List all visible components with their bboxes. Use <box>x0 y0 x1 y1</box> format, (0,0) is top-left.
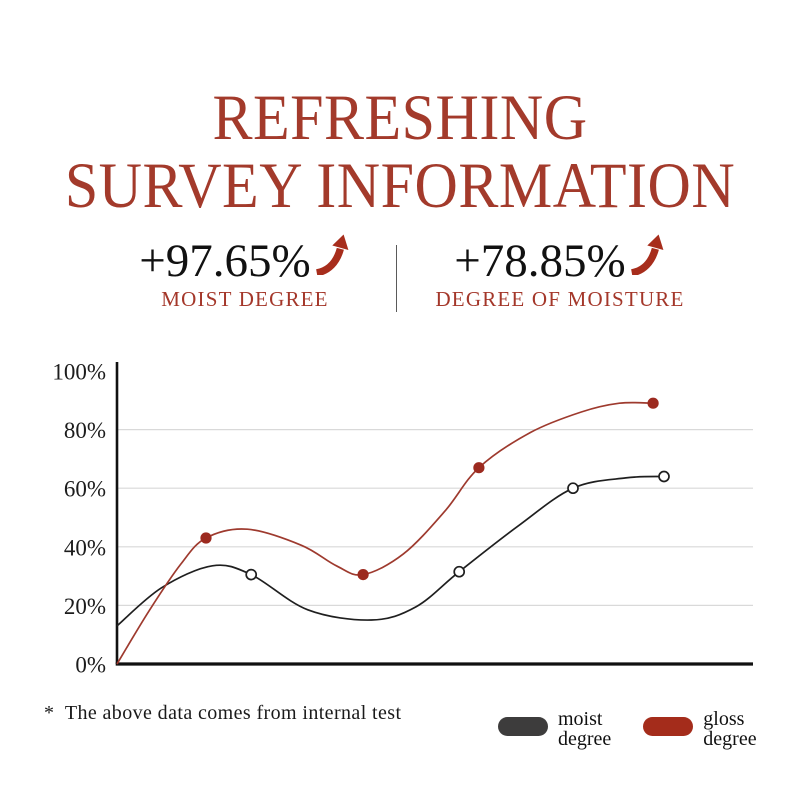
data-point-gloss-degree <box>647 397 659 409</box>
data-point-gloss-degree <box>473 462 485 474</box>
page-title-line1: REFRESHING <box>212 82 588 154</box>
survey-line-chart: 0% 20% 40% 60% 80% 100% <box>52 360 753 678</box>
y-tick-label: 0% <box>75 653 106 678</box>
data-point-gloss-degree <box>200 532 212 544</box>
legend-item-moist-degree: moist degree <box>498 709 611 749</box>
stat-degree-of-moisture-value-row: +78.85% <box>420 234 700 287</box>
y-tick-label: 20% <box>64 594 106 619</box>
y-tick-label: 80% <box>64 418 106 443</box>
gloss-degree-swatch <box>643 717 694 736</box>
data-point-moist-degree <box>245 568 258 581</box>
stat-value: +78.85% <box>454 235 626 287</box>
page-title: REFRESHING SURVEY INFORMATION <box>0 84 800 220</box>
data-point-gloss-degree <box>357 569 369 581</box>
moist-degree-swatch <box>498 717 548 736</box>
stat-value: +97.65% <box>139 235 311 287</box>
page-title-line2: SURVEY INFORMATION <box>64 150 736 222</box>
y-tick-label: 40% <box>64 535 106 560</box>
y-tick-label: 60% <box>64 477 106 502</box>
data-point-moist-degree <box>567 482 579 495</box>
data-point-moist-degree <box>453 565 466 578</box>
series-line-gloss-degree <box>116 401 654 665</box>
stat-moist-degree: +97.65% MOIST DEGREE <box>130 234 360 312</box>
chart-legend: moist degree gloss degree <box>498 709 757 749</box>
stat-degree-of-moisture: +78.85% DEGREE OF MOISTURE <box>420 234 700 312</box>
legend-label: gloss degree <box>703 708 757 750</box>
footnote: * The above data comes from internal tes… <box>44 702 402 724</box>
stat-label: MOIST DEGREE <box>161 287 329 311</box>
stats-divider <box>396 245 397 312</box>
legend-label: moist degree <box>558 708 612 750</box>
stat-label: DEGREE OF MOISTURE <box>435 287 685 311</box>
y-tick-label: 100% <box>52 360 106 385</box>
data-point-moist-degree <box>658 470 670 483</box>
stat-moist-degree-value-row: +97.65% <box>130 234 360 287</box>
up-trend-arrow-icon <box>630 234 664 275</box>
up-trend-arrow-icon <box>315 234 349 275</box>
series-line-moist-degree <box>116 475 665 627</box>
legend-item-gloss-degree: gloss degree <box>643 708 757 750</box>
